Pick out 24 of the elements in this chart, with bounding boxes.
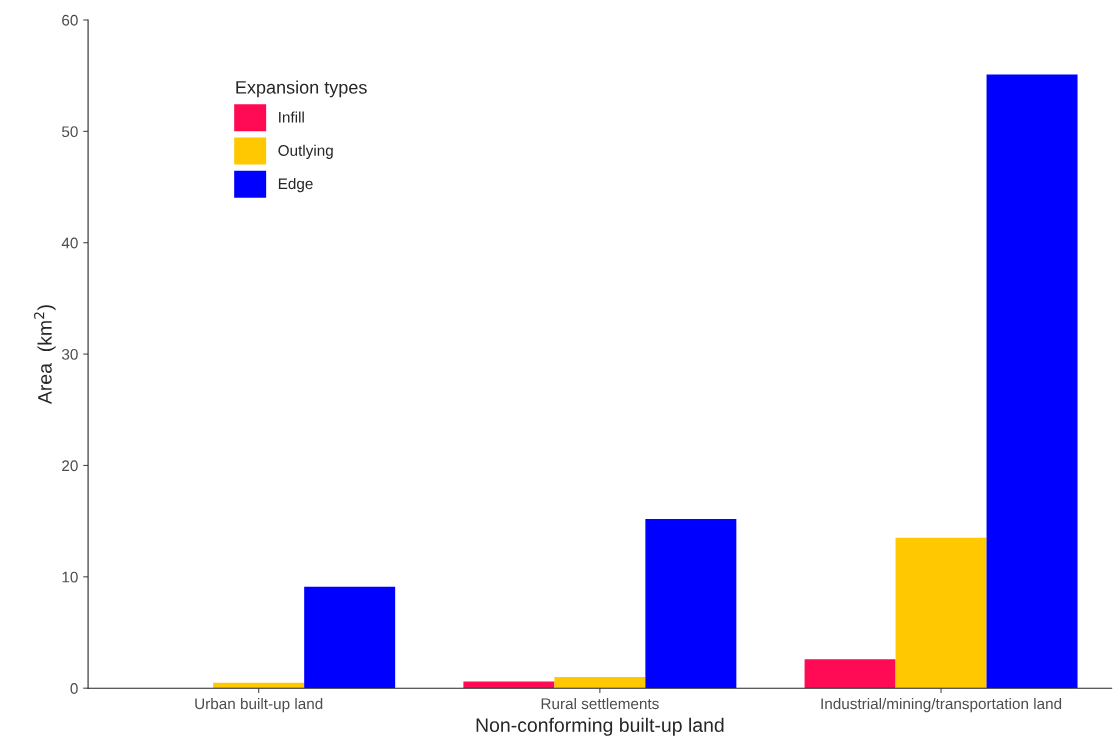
bar: [213, 682, 305, 689]
y-tick-label: 0: [70, 683, 78, 694]
x-tick-label: Urban built-up land: [195, 697, 323, 713]
y-tick-label: 50: [61, 126, 78, 138]
legend-title: Expansion types: [236, 80, 367, 98]
x-tick-label: Industrial/mining/transportation land: [821, 697, 1062, 713]
y-axis-title: Area (km$^{2}$): [34, 305, 56, 405]
bar: [463, 681, 555, 689]
y-tick-label: 60: [62, 14, 78, 26]
legend-label: Outlying: [278, 144, 333, 159]
bar: [804, 659, 896, 689]
bar: [554, 677, 646, 689]
legend-label: Edge: [278, 177, 313, 193]
legend-label: Infill: [279, 111, 304, 123]
x-axis-title: Non-conforming built-up land: [476, 717, 724, 736]
bar: [645, 518, 737, 689]
y-tick-label: 10: [62, 571, 78, 583]
x-tick-label: Rural settlements: [541, 697, 659, 710]
y-tick-label: 40: [61, 237, 78, 249]
bar: [986, 74, 1078, 689]
y-tick-label: 30: [61, 348, 78, 360]
bar: [895, 537, 987, 689]
y-tick-label: 20: [62, 460, 78, 472]
bar: [304, 586, 396, 689]
